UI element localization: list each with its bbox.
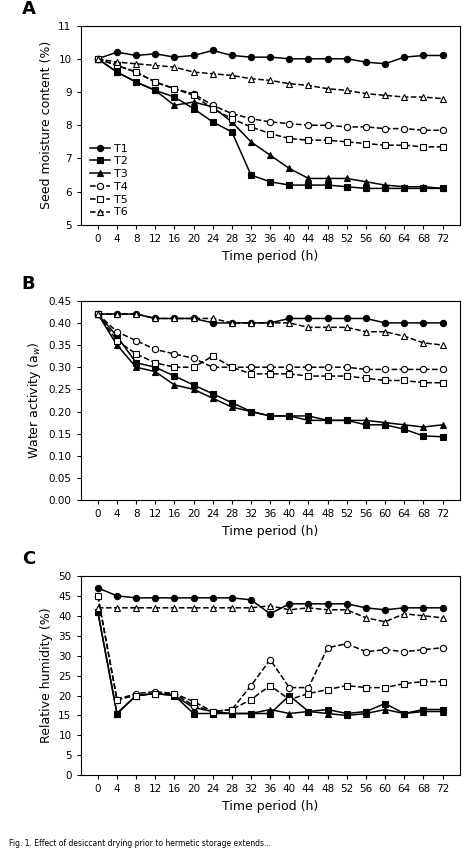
X-axis label: Time period (h): Time period (h): [222, 250, 319, 262]
Y-axis label: Seed moisture content (%): Seed moisture content (%): [40, 41, 53, 210]
Y-axis label: Relative humidity (%): Relative humidity (%): [40, 607, 53, 744]
Text: C: C: [22, 550, 35, 568]
X-axis label: Time period (h): Time period (h): [222, 525, 319, 538]
Text: A: A: [22, 0, 36, 18]
Legend: T1, T2, T3, T4, T5, T6: T1, T2, T3, T4, T5, T6: [90, 143, 128, 217]
Text: B: B: [22, 274, 36, 293]
Y-axis label: Water activity (a$_w$): Water activity (a$_w$): [26, 342, 43, 459]
X-axis label: Time period (h): Time period (h): [222, 800, 319, 813]
Text: Fig. 1. Effect of desiccant drying prior to hermetic storage extends...: Fig. 1. Effect of desiccant drying prior…: [9, 838, 272, 848]
